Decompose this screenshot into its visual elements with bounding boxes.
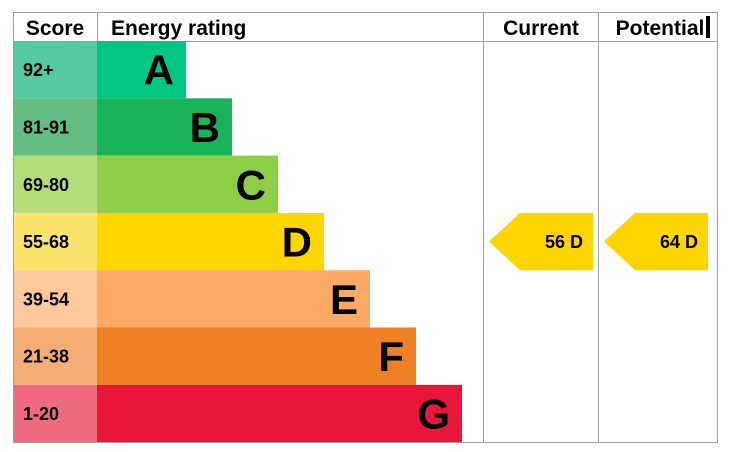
score-cell-c: [14, 155, 97, 213]
energy-rating-header: Energy rating: [111, 17, 246, 40]
score-label-f: 21-38: [23, 347, 69, 367]
band-bar-a: [97, 41, 186, 99]
potential-rating-label: 64 D: [660, 232, 698, 252]
band-letter-d: D: [282, 219, 312, 266]
score-cell-f: [14, 327, 97, 385]
potential-rating-arrow: [604, 212, 708, 271]
potential-header: Potential: [616, 17, 705, 40]
current-rating-label: 56 D: [545, 232, 583, 252]
score-label-b: 81-91: [23, 117, 69, 137]
band-letter-e: E: [330, 276, 358, 323]
score-label-c: 69-80: [23, 175, 69, 195]
score-label-g: 1-20: [23, 404, 59, 424]
band-bar-c: [97, 155, 278, 213]
rating-indicators: 56 D 64 D: [489, 212, 708, 271]
band-letter-g: G: [417, 390, 450, 437]
band-letter-f: F: [378, 333, 404, 380]
band-bar-b: [97, 98, 232, 156]
chart-grid: [13, 12, 718, 443]
score-label-d: 55-68: [23, 232, 69, 252]
band-letter-b: B: [190, 104, 220, 151]
band-bar-d: [97, 212, 324, 271]
current-header: Current: [503, 17, 579, 40]
current-rating-arrow: [489, 212, 593, 271]
band-letter-c: C: [236, 161, 266, 208]
score-label-e: 39-54: [23, 289, 69, 309]
score-cell-d: [14, 212, 97, 271]
score-label-a: 92+: [23, 60, 54, 80]
rating-bands: 92+ A 81-91 B 69-80 C 55-68 D 39-54 E 21-38 F 1-20 G: [14, 41, 462, 442]
score-cell-a: [14, 41, 97, 99]
band-letter-a: A: [144, 47, 174, 94]
score-cell-e: [14, 270, 97, 328]
score-cell-b: [14, 98, 97, 156]
chart-border: [13, 12, 718, 443]
header-cursor-mark: [706, 16, 710, 38]
score-header: Score: [26, 17, 84, 40]
score-cell-g: [14, 384, 97, 442]
band-bar-e: [97, 270, 370, 328]
band-bar-g: [97, 384, 462, 442]
band-bar-f: [97, 327, 416, 385]
